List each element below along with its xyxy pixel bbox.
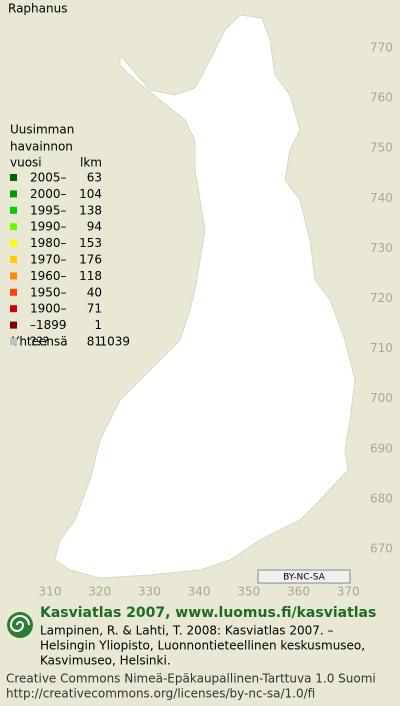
easting-label: 370 — [337, 585, 360, 599]
logo-spiral — [9, 615, 30, 632]
citation-line: Kasvimuseo, Helsinki. — [40, 654, 171, 668]
legend-count-heading: lkm — [80, 156, 102, 170]
legend-total-label: Yhteensä — [11, 335, 68, 349]
legend-label: 1970– — [30, 253, 67, 267]
citation-line: Helsingin Yliopisto, Luonnontieteellinen… — [40, 639, 365, 653]
legend-swatch — [10, 338, 17, 345]
northing-label: 670 — [370, 542, 393, 556]
legend-count: 176 — [79, 253, 102, 267]
northing-label: 760 — [370, 91, 393, 105]
northing-label: 710 — [370, 341, 393, 355]
northing-label: 690 — [370, 441, 393, 455]
legend-label: 1990– — [30, 220, 67, 234]
easting-label: 320 — [88, 585, 111, 599]
legend-swatch — [10, 223, 17, 231]
legend-count: 40 — [87, 285, 102, 299]
easting-label: 310 — [39, 585, 62, 599]
legend-count: 81 — [87, 335, 102, 349]
legend-swatch — [10, 256, 17, 263]
license-line: Creative Commons Nimeä-Epäkaupallinen-Ta… — [6, 672, 376, 686]
legend-swatch — [10, 272, 17, 280]
legend-label: 1900– — [30, 302, 67, 316]
legend-count: 138 — [79, 203, 102, 217]
legend-count: 94 — [87, 220, 102, 234]
legend-swatch — [10, 239, 17, 247]
legend-label: –1899 — [30, 318, 67, 332]
legend-heading: havainnon — [10, 140, 73, 154]
legend-swatch — [10, 288, 17, 296]
legend-label: 1995– — [30, 203, 67, 217]
northing-label: 750 — [370, 141, 393, 155]
legend-swatch — [10, 206, 17, 214]
legend-heading: Uusimman — [10, 123, 74, 137]
northing-label: 700 — [370, 391, 393, 405]
license-badge-box — [257, 569, 351, 584]
legend-count: 104 — [79, 187, 102, 201]
northing-label: 770 — [370, 41, 393, 55]
northing-label: 730 — [370, 241, 393, 255]
legend-label: 1960– — [30, 269, 67, 283]
legend-label: ??? — [30, 335, 49, 349]
citation-line: Lampinen, R. & Lahti, T. 2008: Kasviatla… — [40, 624, 334, 638]
legend-total: 1039 — [99, 335, 130, 349]
legend-label: 2005– — [30, 171, 67, 185]
license-badge: BY-NC-SA — [283, 573, 326, 583]
license-line: http://creativecommons.org/licenses/by-n… — [6, 687, 315, 701]
legend-count: 1 — [94, 318, 102, 332]
legend-label: 1980– — [30, 236, 67, 250]
legend-count: 153 — [79, 236, 102, 250]
legend-label: 2000– — [30, 187, 67, 201]
northing-label: 680 — [370, 491, 393, 505]
legend-heading: vuosi — [10, 156, 42, 170]
easting-label: 330 — [138, 585, 161, 599]
logo — [7, 612, 33, 638]
legend-count: 71 — [87, 302, 102, 316]
legend-swatch — [10, 174, 17, 181]
easting-label: 360 — [287, 585, 310, 599]
northing-label: 720 — [370, 291, 393, 305]
legend-label: 1950– — [30, 285, 67, 299]
northing-label: 740 — [370, 191, 393, 205]
legend-swatch — [10, 321, 17, 329]
finland-outline — [54, 14, 356, 579]
brand: Kasviatlas 2007, www.luomus.fi/kasviatla… — [40, 605, 376, 621]
easting-label: 350 — [237, 585, 260, 599]
legend-count: 63 — [87, 171, 102, 185]
legend-swatch — [10, 305, 17, 313]
legend-swatch — [10, 190, 17, 198]
easting-label: 340 — [188, 585, 211, 599]
legend-count: 118 — [79, 269, 102, 283]
map-title: Raphanus — [8, 2, 67, 16]
